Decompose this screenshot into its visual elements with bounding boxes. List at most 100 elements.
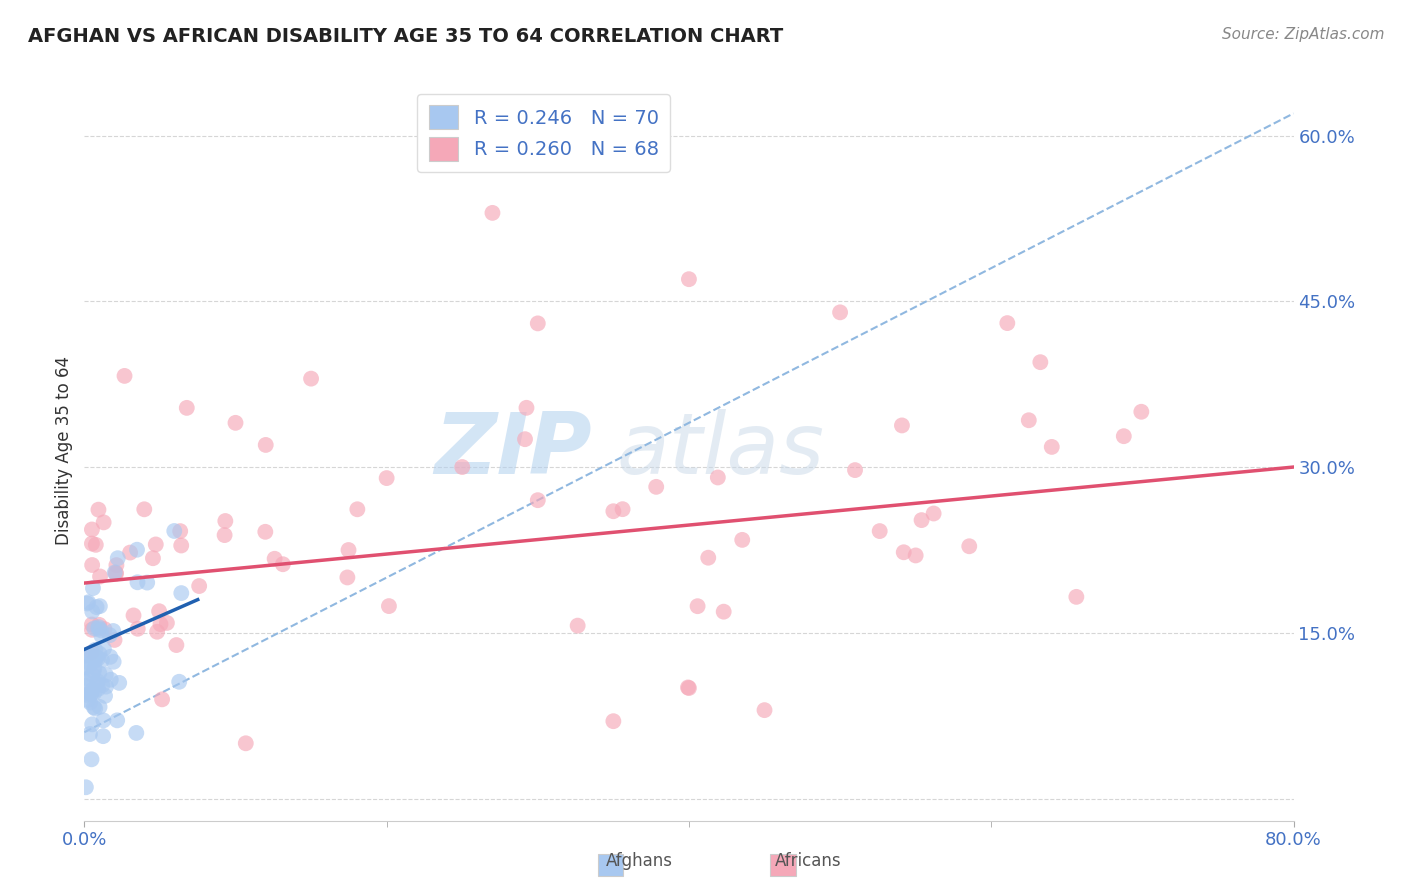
Point xyxy=(957,539,980,553)
Text: Source: ZipAtlas.com: Source: ZipAtlas.com xyxy=(1222,27,1385,42)
Point xyxy=(82,558,104,572)
Point xyxy=(612,502,634,516)
Point xyxy=(904,549,927,563)
Point xyxy=(995,316,1018,330)
Point xyxy=(94,680,117,694)
Point xyxy=(89,599,111,614)
Point xyxy=(82,581,104,595)
Point xyxy=(1029,355,1052,369)
Point xyxy=(1130,405,1153,419)
Point xyxy=(254,438,277,452)
Point xyxy=(91,653,114,667)
Point xyxy=(79,696,101,710)
Point xyxy=(169,524,191,538)
Point xyxy=(148,604,170,618)
Point xyxy=(89,647,111,661)
Point xyxy=(89,700,111,714)
Point xyxy=(263,551,285,566)
Point xyxy=(754,703,776,717)
Point xyxy=(214,514,236,528)
Point xyxy=(922,507,945,521)
Point xyxy=(86,649,108,664)
Point xyxy=(80,687,103,701)
Point xyxy=(527,317,550,331)
Point xyxy=(76,597,98,611)
Point xyxy=(80,646,103,660)
Point xyxy=(82,683,104,698)
Legend: R = 0.246   N = 70, R = 0.260   N = 68: R = 0.246 N = 70, R = 0.260 N = 68 xyxy=(418,94,671,172)
Point xyxy=(83,660,105,674)
Point xyxy=(80,752,103,766)
Point xyxy=(90,624,112,638)
Point xyxy=(120,545,142,559)
Point xyxy=(89,617,111,632)
Point xyxy=(86,674,108,689)
Point xyxy=(80,536,103,550)
Point xyxy=(77,672,100,686)
Point xyxy=(103,624,125,638)
Point xyxy=(98,628,121,642)
Point xyxy=(105,558,128,573)
Point xyxy=(83,686,105,700)
Point xyxy=(844,463,866,477)
Point xyxy=(910,513,932,527)
Point xyxy=(84,701,107,715)
Point xyxy=(107,551,129,566)
Point xyxy=(86,600,108,615)
Point xyxy=(214,528,236,542)
Point xyxy=(336,570,359,584)
Point xyxy=(337,543,360,558)
Point xyxy=(1112,429,1135,443)
Point xyxy=(87,622,110,636)
Point xyxy=(75,674,97,689)
Point xyxy=(481,206,503,220)
Point xyxy=(156,615,179,630)
Point xyxy=(134,502,156,516)
Point xyxy=(146,624,169,639)
Point xyxy=(188,579,211,593)
Text: Africans: Africans xyxy=(775,852,842,870)
Text: ZIP: ZIP xyxy=(434,409,592,492)
Point xyxy=(830,305,852,319)
Point xyxy=(104,566,127,580)
Point xyxy=(125,542,148,557)
Point xyxy=(150,692,173,706)
Point xyxy=(602,714,624,729)
Point xyxy=(84,653,107,667)
Point xyxy=(254,524,277,539)
Point xyxy=(1018,413,1040,427)
Point xyxy=(80,648,103,663)
Point xyxy=(869,524,891,538)
Point xyxy=(893,545,915,559)
Point xyxy=(1040,440,1063,454)
Point xyxy=(82,667,104,681)
Point xyxy=(80,687,103,701)
Point xyxy=(93,641,115,656)
Point xyxy=(83,665,105,679)
Point xyxy=(83,621,105,635)
Point xyxy=(75,780,97,795)
Point xyxy=(170,586,193,600)
Point xyxy=(299,371,322,385)
Point xyxy=(103,632,125,647)
Point xyxy=(77,693,100,707)
Point xyxy=(79,648,101,663)
Point xyxy=(271,558,294,572)
Text: Afghans: Afghans xyxy=(606,852,673,870)
Point xyxy=(80,617,103,632)
Text: AFGHAN VS AFRICAN DISABILITY AGE 35 TO 64 CORRELATION CHART: AFGHAN VS AFRICAN DISABILITY AGE 35 TO 6… xyxy=(28,27,783,45)
Point xyxy=(105,714,128,728)
Point xyxy=(82,717,104,731)
Point xyxy=(127,622,149,636)
Point xyxy=(713,605,735,619)
Point xyxy=(82,605,104,619)
Point xyxy=(93,714,115,728)
Point xyxy=(91,729,114,743)
Point xyxy=(87,502,110,516)
Point xyxy=(94,689,117,703)
Point xyxy=(75,660,97,674)
Point xyxy=(127,575,149,590)
Point xyxy=(94,667,117,681)
Point xyxy=(697,550,720,565)
Point xyxy=(89,666,111,681)
